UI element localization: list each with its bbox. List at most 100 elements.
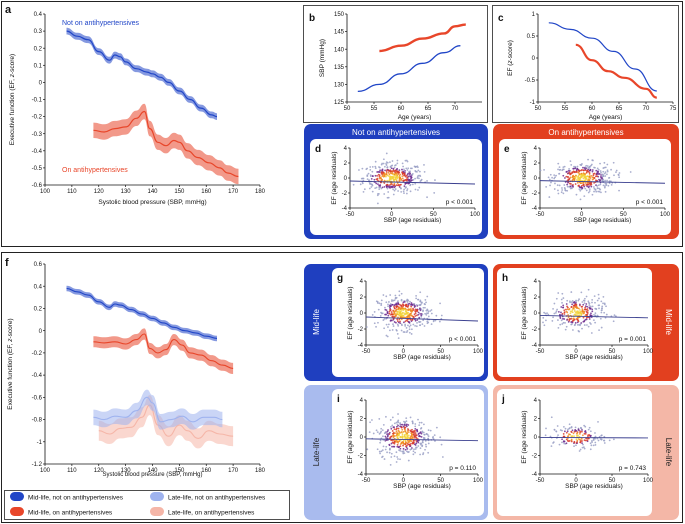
scatter-point — [361, 167, 364, 170]
scatter-point — [398, 174, 401, 177]
scatter-point — [579, 198, 582, 201]
scatter-point — [565, 431, 568, 434]
scatter-point — [374, 167, 377, 170]
scatter-point — [394, 188, 397, 190]
scatter-point — [424, 448, 426, 451]
scatter-point — [583, 319, 586, 322]
scatter-point — [404, 170, 406, 172]
scatter-point — [557, 319, 559, 321]
scatter-point — [395, 321, 397, 324]
scatter-point — [395, 427, 398, 430]
scatter-point — [566, 308, 569, 311]
scatter-point — [563, 318, 566, 320]
scatter-point — [592, 319, 595, 321]
scatter-point — [398, 311, 401, 314]
scatter-point — [410, 333, 413, 335]
y-tick-label: -0.3 — [32, 132, 43, 138]
scatter-point — [389, 425, 392, 428]
scatter-point — [406, 435, 409, 438]
scatter-point — [383, 458, 386, 460]
scatter-point — [395, 421, 398, 424]
y-tick-label: 145 — [334, 30, 345, 36]
scatter-point — [599, 317, 602, 320]
scatter-point — [587, 428, 590, 431]
scatter-point — [414, 182, 417, 185]
scatter-point — [562, 192, 565, 195]
scatter-point — [587, 170, 590, 173]
scatter-point — [391, 315, 394, 318]
x-tick-label: 55 — [371, 106, 378, 112]
scatter-point — [385, 169, 388, 172]
x-tick-label: -50 — [536, 212, 545, 218]
y-tick-label: -0.6 — [32, 395, 43, 401]
scatter-point — [410, 328, 413, 331]
scatter-point — [573, 445, 575, 448]
x-tick-label: -50 — [362, 478, 371, 484]
scatter-point — [379, 439, 382, 442]
scatter-point — [390, 176, 393, 178]
scatter-point — [400, 183, 402, 186]
scatter-point — [403, 192, 405, 195]
panel-label-f: f — [5, 257, 9, 269]
x-tick-label: 0 — [402, 349, 406, 355]
scatter-point — [564, 328, 567, 331]
scatter-point — [392, 432, 394, 435]
scatter-point — [426, 295, 429, 298]
scatter-point — [393, 440, 396, 443]
scatter-point — [564, 427, 567, 430]
x-tick-label: 50 — [437, 349, 444, 355]
scatter-point — [543, 311, 546, 314]
scatter-point — [608, 439, 611, 442]
scatter-point — [600, 438, 603, 441]
scatter-panel-bg — [497, 389, 652, 516]
scatter-point — [575, 170, 578, 173]
scatter-point — [565, 310, 568, 313]
scatter-point — [410, 302, 413, 304]
scatter-point — [603, 166, 606, 169]
scatter-point — [562, 304, 565, 307]
scatter-point — [392, 323, 394, 326]
scatter-point — [604, 171, 607, 174]
scatter-point — [557, 192, 560, 195]
scatter-point — [539, 169, 542, 172]
scatter-point — [434, 179, 436, 181]
scatter-point — [576, 318, 579, 321]
scatter-point — [567, 320, 570, 323]
scatter-point — [586, 309, 589, 312]
scatter-point — [582, 166, 584, 169]
scatter-point — [416, 170, 418, 173]
scatter-point — [424, 312, 427, 315]
scatter-point — [561, 301, 563, 304]
scatter-point — [417, 169, 420, 172]
scatter-point — [587, 158, 589, 161]
scatter-point — [569, 173, 572, 176]
scatter-point — [387, 323, 390, 326]
scatter-point — [439, 436, 442, 439]
scatter-point — [409, 324, 412, 327]
scatter-point — [391, 441, 394, 444]
scatter-point — [555, 174, 557, 177]
y-tick-label: 4 — [534, 279, 538, 285]
scatter-point — [598, 190, 601, 193]
scatter-point — [403, 312, 406, 315]
scatter-point — [395, 296, 398, 299]
scatter-point — [397, 437, 400, 440]
scatter-point — [581, 186, 583, 189]
scatter-point — [378, 418, 381, 420]
x-tick-label: 60 — [398, 106, 405, 112]
scatter-point — [553, 188, 556, 190]
scatter-point — [405, 445, 407, 448]
y-axis-title: EF (age residuals) — [347, 410, 354, 463]
box-title-mid-right: Mid-life — [664, 309, 673, 335]
scatter-point — [572, 307, 575, 310]
scatter-point — [600, 311, 603, 314]
scatter-point — [392, 434, 395, 437]
scatter-point — [396, 456, 399, 458]
scatter-point — [553, 302, 556, 305]
scatter-point — [399, 458, 401, 461]
scatter-point — [389, 186, 391, 189]
scatter-point — [587, 300, 590, 303]
scatter-point — [373, 178, 376, 181]
scatter-point — [618, 176, 621, 179]
scatter-point — [401, 314, 404, 317]
